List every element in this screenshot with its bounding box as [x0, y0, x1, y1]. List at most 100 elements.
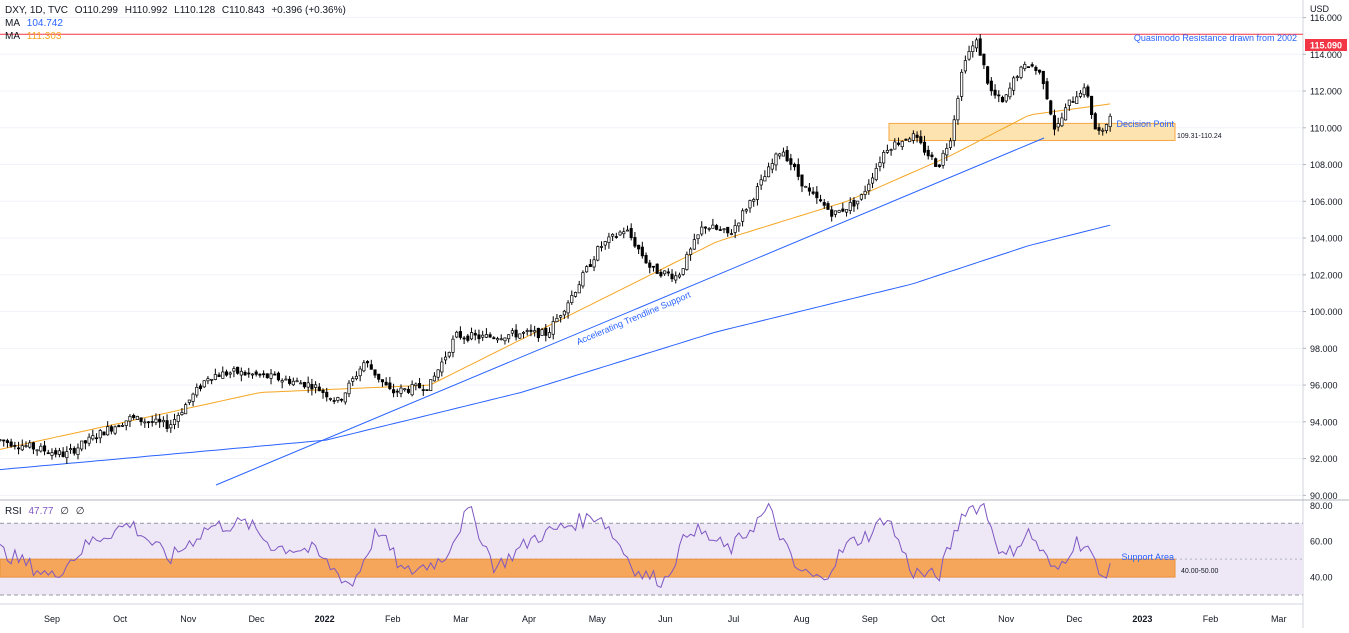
price-tick-label: 92.000 — [1310, 454, 1338, 464]
ma-fast-label: MA — [5, 31, 20, 42]
rsi-value: 47.77 — [28, 506, 54, 517]
rsi-legend[interactable]: RSI 47.77 ∅ ∅ — [5, 506, 88, 518]
candle-body — [900, 140, 904, 148]
candle-body — [358, 368, 362, 377]
candle-body — [54, 450, 58, 455]
candle-body — [937, 164, 941, 167]
candle-body — [462, 337, 466, 340]
candle-body — [711, 224, 715, 229]
candle-body — [1086, 86, 1090, 97]
ma-fast-legend[interactable]: MA 111.303 — [5, 31, 65, 43]
candle-body — [741, 210, 745, 222]
candle-body — [354, 375, 358, 380]
candle-body — [577, 284, 581, 294]
candle-body — [72, 448, 76, 454]
candle-body — [770, 163, 774, 170]
candle-body — [885, 150, 889, 153]
candle-body — [1078, 92, 1083, 97]
candle-body — [57, 450, 61, 455]
symbol-info[interactable]: DXY, 1D, TVC — [5, 5, 68, 16]
candle-body — [726, 226, 730, 234]
candle-body — [585, 266, 589, 273]
time-axis[interactable]: Sep Oct Nov Dec 2022 Feb Mar Apr May Jun Jul Aug Sep… — [44, 614, 1286, 624]
candle-body — [562, 310, 566, 316]
rsi-extra-2: ∅ — [75, 506, 85, 517]
candle-body — [989, 80, 993, 92]
zone-range-label: 109.31-110.24 — [1177, 133, 1222, 140]
decision-point-zone[interactable] — [888, 122, 1176, 141]
price-axis[interactable]: 116.000 114.000 112.000 110.000 108.000 106.0… — [1303, 13, 1343, 501]
candle-body — [87, 436, 91, 444]
candle-body — [1034, 66, 1038, 71]
candle-body — [752, 199, 756, 202]
candle-body — [13, 445, 17, 447]
candle-body — [213, 374, 217, 380]
candle-body — [1015, 76, 1019, 79]
candle-body — [418, 383, 422, 389]
candle-body — [169, 424, 173, 429]
candle-body — [1049, 100, 1053, 115]
candle-body — [1023, 64, 1027, 70]
candle-body — [184, 404, 188, 415]
candle-body — [1052, 115, 1057, 130]
candle-body — [722, 228, 726, 231]
price-tick-label: 110.000 — [1310, 123, 1342, 133]
candle-body — [132, 414, 136, 418]
candle-body — [1004, 94, 1008, 102]
time-tick-label: Nov — [180, 614, 197, 624]
candle-body — [499, 338, 503, 341]
candle-body — [250, 373, 255, 376]
candle-body — [592, 259, 596, 268]
price-tick-label: 102.000 — [1310, 270, 1343, 280]
candle-body — [533, 330, 537, 333]
time-tick-label: Sep — [44, 614, 60, 624]
ohlc-legend: DXY, 1D, TVC O110.299 H110.992 L110.128 … — [5, 5, 350, 17]
candle-body — [362, 362, 366, 372]
candle-body — [68, 448, 73, 451]
candle-body — [176, 415, 180, 422]
candle-body — [952, 119, 956, 141]
rsi-axis[interactable]: 80.00 60.00 40.00 — [1310, 501, 1333, 583]
candle-body — [447, 352, 451, 357]
candle-body — [596, 246, 600, 261]
accelerating-trendline[interactable] — [215, 137, 1045, 486]
candle-body — [1067, 99, 1071, 106]
candle-body — [566, 302, 570, 314]
price-tick-label: 96.000 — [1310, 381, 1338, 391]
candle-body — [321, 389, 325, 394]
candle-body — [804, 186, 808, 188]
candle-body — [61, 451, 65, 457]
candle-body — [1012, 77, 1016, 91]
ma-slow-legend[interactable]: MA 104.742 — [5, 18, 67, 30]
candle-body — [681, 268, 685, 275]
rsi-line — [0, 502, 1111, 588]
candle-body — [469, 332, 474, 340]
candle-body — [150, 421, 154, 423]
candle-body — [306, 382, 310, 388]
time-tick-label: Dec — [1066, 614, 1083, 624]
candle-body — [819, 199, 823, 202]
candle-body — [945, 147, 949, 156]
candle-body — [9, 441, 13, 447]
price-tick-label: 116.000 — [1310, 13, 1342, 23]
candle-body — [789, 158, 793, 165]
candle-body — [451, 338, 455, 353]
candle-body — [1038, 69, 1042, 73]
resistance-tag-bg — [1305, 39, 1347, 51]
candle-body — [599, 246, 604, 248]
rsi-support-area[interactable] — [0, 558, 1176, 578]
candle-body — [473, 332, 477, 336]
candle-body — [507, 334, 511, 340]
candle-body — [863, 190, 867, 195]
candle-body — [172, 419, 177, 425]
candle-body — [210, 378, 214, 381]
candle-body — [544, 327, 548, 336]
candle-body — [718, 229, 722, 231]
candle-body — [399, 387, 403, 394]
candle-body — [291, 380, 295, 386]
candle-body — [744, 209, 748, 212]
candle-body — [284, 378, 288, 381]
candle-body — [956, 98, 960, 121]
